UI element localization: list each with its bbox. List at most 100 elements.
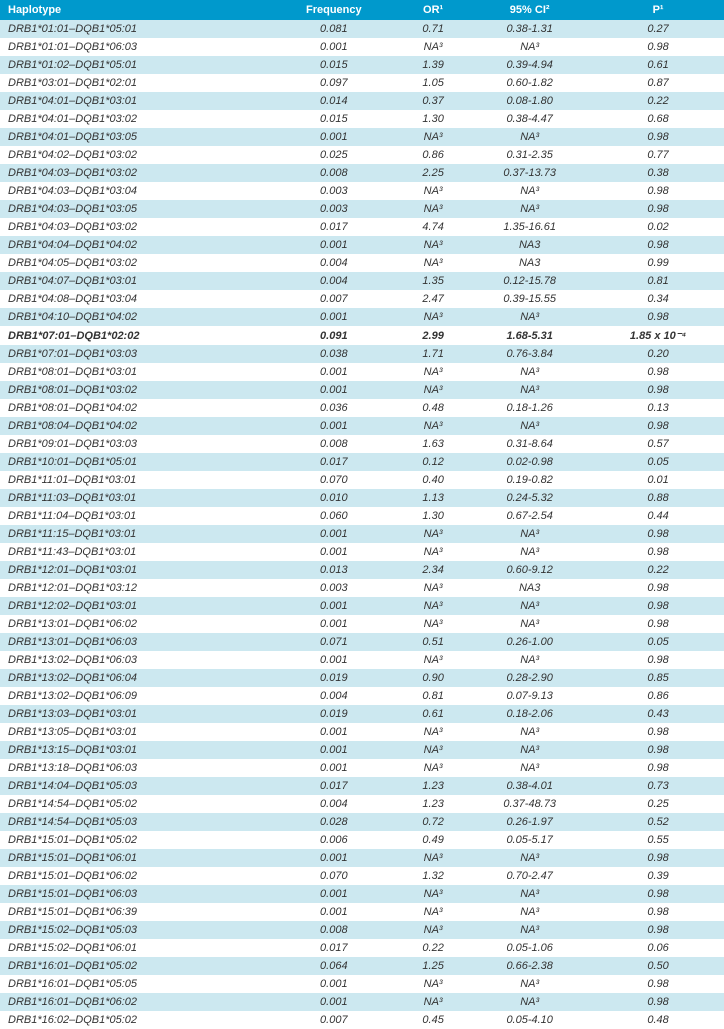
table-cell: NA³	[467, 993, 592, 1011]
table-cell: 0.001	[269, 381, 399, 399]
table-row: DRB1*07:01–DQB1*03:030.0381.710.76-3.840…	[0, 345, 724, 363]
table-row: DRB1*11:03–DQB1*03:010.0101.130.24-5.320…	[0, 489, 724, 507]
table-cell: DRB1*04:03–DQB1*03:02	[0, 164, 269, 182]
table-cell: DRB1*04:04–DQB1*04:02	[0, 236, 269, 254]
table-cell: 0.18-2.06	[467, 705, 592, 723]
table-cell: DRB1*11:15–DQB1*03:01	[0, 525, 269, 543]
table-cell: DRB1*15:02–DQB1*05:03	[0, 921, 269, 939]
table-cell: 0.008	[269, 164, 399, 182]
table-cell: NA³	[399, 525, 467, 543]
table-cell: DRB1*13:02–DQB1*06:03	[0, 651, 269, 669]
table-cell: 0.57	[592, 435, 724, 453]
table-cell: 0.98	[592, 543, 724, 561]
table-cell: 0.61	[592, 56, 724, 74]
table-cell: 0.76-3.84	[467, 345, 592, 363]
table-cell: 2.25	[399, 164, 467, 182]
table-cell: DRB1*14:54–DQB1*05:02	[0, 795, 269, 813]
table-cell: 0.008	[269, 435, 399, 453]
table-row: DRB1*16:01–DQB1*05:020.0641.250.66-2.380…	[0, 957, 724, 975]
table-cell: NA³	[467, 128, 592, 146]
table-cell: 0.98	[592, 975, 724, 993]
table-cell: 0.019	[269, 669, 399, 687]
table-cell: 0.017	[269, 453, 399, 471]
table-cell: 0.064	[269, 957, 399, 975]
table-cell: 0.86	[399, 146, 467, 164]
table-cell: 0.98	[592, 741, 724, 759]
table-cell: NA³	[399, 38, 467, 56]
table-cell: 0.001	[269, 885, 399, 903]
table-row: DRB1*04:02–DQB1*03:020.0250.860.31-2.350…	[0, 146, 724, 164]
table-row: DRB1*08:01–DQB1*03:010.001NA³NA³0.98	[0, 363, 724, 381]
table-row: DRB1*09:01–DQB1*03:030.0081.630.31-8.640…	[0, 435, 724, 453]
table-cell: 0.20	[592, 345, 724, 363]
table-row: DRB1*04:03–DQB1*03:020.0082.250.37-13.73…	[0, 164, 724, 182]
table-cell: 0.26-1.97	[467, 813, 592, 831]
table-cell: 0.77	[592, 146, 724, 164]
table-cell: 0.48	[399, 399, 467, 417]
table-cell: NA³	[399, 741, 467, 759]
table-cell: DRB1*13:18–DQB1*06:03	[0, 759, 269, 777]
table-row: DRB1*15:02–DQB1*05:030.008NA³NA³0.98	[0, 921, 724, 939]
col-or: OR¹	[399, 0, 467, 20]
table-row: DRB1*12:02–DQB1*03:010.001NA³NA³0.98	[0, 597, 724, 615]
table-row: DRB1*03:01–DQB1*02:010.0971.050.60-1.820…	[0, 74, 724, 92]
table-cell: NA³	[467, 417, 592, 435]
table-row: DRB1*11:43–DQB1*03:010.001NA³NA³0.98	[0, 543, 724, 561]
table-cell: DRB1*16:01–DQB1*06:02	[0, 993, 269, 1011]
table-cell: 0.99	[592, 254, 724, 272]
table-cell: NA³	[399, 128, 467, 146]
table-cell: 0.006	[269, 831, 399, 849]
table-cell: 0.017	[269, 777, 399, 795]
table-cell: 0.98	[592, 885, 724, 903]
table-cell: 0.001	[269, 308, 399, 326]
table-cell: 0.091	[269, 326, 399, 345]
table-cell: NA³	[467, 903, 592, 921]
table-row: DRB1*13:02–DQB1*06:030.001NA³NA³0.98	[0, 651, 724, 669]
table-cell: 0.81	[399, 687, 467, 705]
table-cell: DRB1*13:05–DQB1*03:01	[0, 723, 269, 741]
table-row: DRB1*08:01–DQB1*03:020.001NA³NA³0.98	[0, 381, 724, 399]
table-row: DRB1*04:03–DQB1*03:020.0174.741.35-16.61…	[0, 218, 724, 236]
table-cell: 1.30	[399, 110, 467, 128]
table-row: DRB1*13:05–DQB1*03:010.001NA³NA³0.98	[0, 723, 724, 741]
table-cell: 0.26-1.00	[467, 633, 592, 651]
table-cell: 1.35-16.61	[467, 218, 592, 236]
table-cell: DRB1*15:01–DQB1*06:39	[0, 903, 269, 921]
table-cell: 0.08-1.80	[467, 92, 592, 110]
table-cell: NA³	[399, 579, 467, 597]
table-cell: DRB1*09:01–DQB1*03:03	[0, 435, 269, 453]
table-cell: 0.028	[269, 813, 399, 831]
table-cell: 0.003	[269, 200, 399, 218]
table-cell: 1.39	[399, 56, 467, 74]
table-cell: 0.070	[269, 867, 399, 885]
table-cell: 0.66-2.38	[467, 957, 592, 975]
table-cell: NA³	[399, 597, 467, 615]
table-cell: NA³	[467, 741, 592, 759]
table-cell: 0.27	[592, 20, 724, 38]
table-row: DRB1*11:04–DQB1*03:010.0601.300.67-2.540…	[0, 507, 724, 525]
table-cell: 0.98	[592, 38, 724, 56]
table-cell: 0.19-0.82	[467, 471, 592, 489]
table-cell: 0.37-13.73	[467, 164, 592, 182]
table-cell: 0.070	[269, 471, 399, 489]
table-cell: 0.003	[269, 182, 399, 200]
table-cell: NA³	[467, 921, 592, 939]
table-row: DRB1*16:01–DQB1*06:020.001NA³NA³0.98	[0, 993, 724, 1011]
table-cell: 0.001	[269, 993, 399, 1011]
table-cell: DRB1*13:02–DQB1*06:09	[0, 687, 269, 705]
table-row: DRB1*12:01–DQB1*03:010.0132.340.60-9.120…	[0, 561, 724, 579]
table-cell: 0.34	[592, 290, 724, 308]
table-cell: NA³	[399, 903, 467, 921]
table-row: DRB1*04:03–DQB1*03:040.003NA³NA³0.98	[0, 182, 724, 200]
table-cell: NA³	[399, 308, 467, 326]
table-cell: 0.98	[592, 723, 724, 741]
table-row: DRB1*04:07–DQB1*03:010.0041.350.12-15.78…	[0, 272, 724, 290]
table-cell: 0.98	[592, 182, 724, 200]
table-row: DRB1*11:15–DQB1*03:010.001NA³NA³0.98	[0, 525, 724, 543]
table-cell: DRB1*04:03–DQB1*03:02	[0, 218, 269, 236]
table-body: DRB1*01:01–DQB1*05:010.0810.710.38-1.310…	[0, 20, 724, 1029]
table-cell: 1.32	[399, 867, 467, 885]
table-cell: 0.48	[592, 1011, 724, 1029]
table-cell: 0.31-2.35	[467, 146, 592, 164]
table-cell: NA³	[467, 543, 592, 561]
